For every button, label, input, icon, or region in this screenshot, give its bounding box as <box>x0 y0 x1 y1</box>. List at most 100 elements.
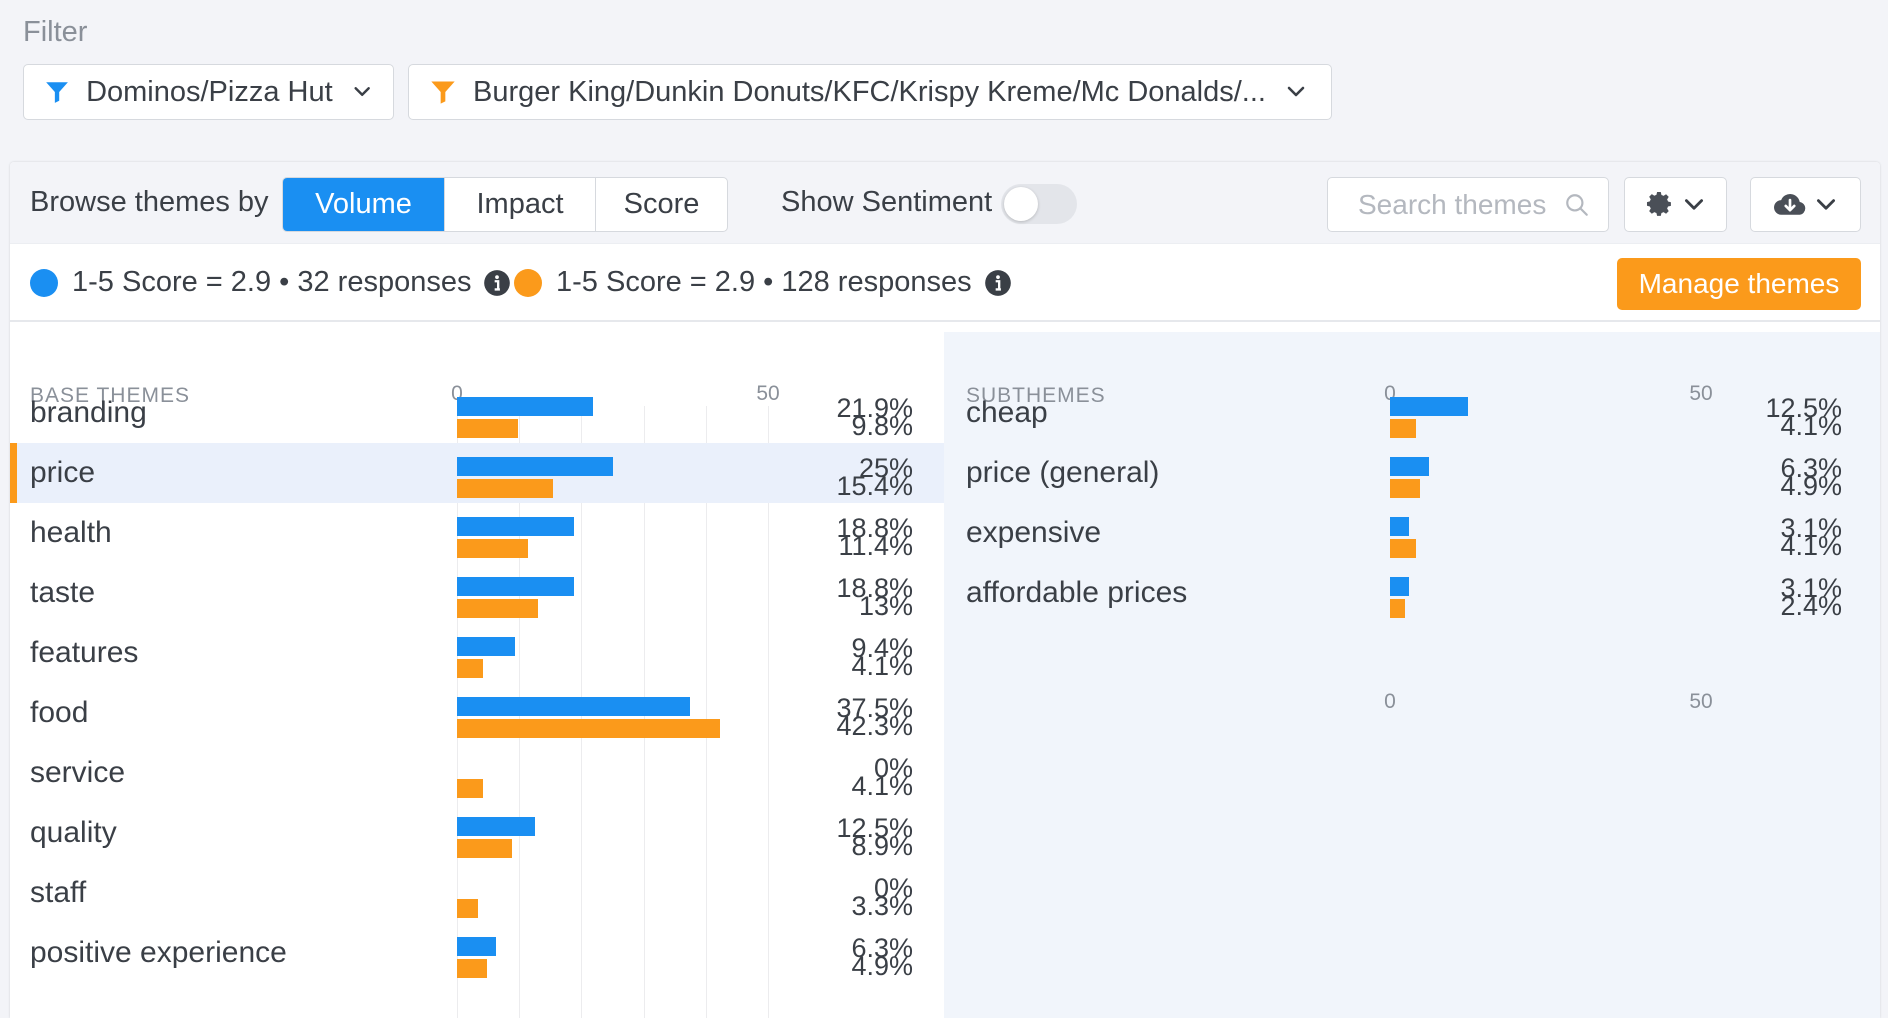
series-2-percent: 4.9% <box>1780 471 1842 501</box>
browse-mode-segmented: Volume Impact Score <box>282 177 728 232</box>
series-1-percent: 6.3% <box>851 933 913 963</box>
download-menu-button[interactable] <box>1750 177 1861 232</box>
series-2-percent: 9.8% <box>851 411 913 441</box>
theme-label: positive experience <box>30 936 287 969</box>
chevron-down-icon <box>1816 198 1835 210</box>
series-1-percent: 6.3% <box>1780 453 1842 483</box>
series-2-bar <box>1390 599 1405 618</box>
theme-label: price <box>30 456 96 489</box>
series-2-bar <box>457 719 721 738</box>
base-themes-header: BASE THEMES <box>30 384 190 407</box>
manage-themes-button[interactable]: Manage themes <box>1617 258 1861 310</box>
info-icon[interactable] <box>483 269 511 297</box>
mode-score-button[interactable]: Score <box>595 178 727 231</box>
chevron-down-icon <box>1287 86 1305 97</box>
series-2-bar <box>457 839 513 858</box>
subtheme-row-cheap[interactable]: cheap <box>944 383 1880 443</box>
chevron-down-icon <box>354 87 370 97</box>
series-1-percent: 37.5% <box>836 693 913 723</box>
browse-label: Browse themes by <box>30 186 269 218</box>
series-2-bar <box>457 659 483 678</box>
filter-label: Filter <box>23 16 88 48</box>
series-1-dot <box>30 268 58 297</box>
show-sentiment-toggle[interactable] <box>1001 184 1077 224</box>
series-1-percent: 3.1% <box>1780 513 1842 543</box>
theme-row-branding[interactable]: branding <box>10 383 944 443</box>
series-1-percent: 3.1% <box>1780 573 1842 603</box>
subtheme-row-price-general-[interactable]: price (general) <box>944 443 1880 503</box>
themes-card: Browse themes by Volume Impact Score Sho… <box>10 162 1880 1018</box>
filter-dropdown-1[interactable]: Dominos/Pizza Hut <box>23 64 394 120</box>
cloud-download-icon <box>1773 193 1805 215</box>
base_themes-gridline <box>768 406 769 1018</box>
mode-volume-button[interactable]: Volume <box>283 178 444 231</box>
subtheme-row-affordable-prices[interactable]: affordable prices <box>944 563 1880 623</box>
gear-icon <box>1646 191 1671 216</box>
filter-dropdown-2[interactable]: Burger King/Dunkin Donuts/KFC/Krispy Kre… <box>408 64 1332 120</box>
subthemes-bottom-axis-tick: 0 <box>1384 690 1396 713</box>
chevron-down-icon <box>1684 198 1703 210</box>
theme-row-quality[interactable]: quality <box>10 803 944 863</box>
info-icon[interactable] <box>984 269 1012 297</box>
base_themes-gridline <box>705 406 707 1018</box>
subtheme-row-expensive[interactable]: expensive <box>944 503 1880 563</box>
series-1-bar <box>457 937 497 956</box>
series-1-percent: 9.4% <box>851 633 913 663</box>
series-2-percent: 42.3% <box>836 711 913 741</box>
series-1-percent: 21.9% <box>836 393 913 423</box>
theme-row-features[interactable]: features <box>10 623 944 683</box>
theme-label: cheap <box>966 396 1048 429</box>
theme-label: quality <box>30 816 117 849</box>
series-1-bar <box>1390 457 1430 476</box>
series-1-bar <box>457 517 574 536</box>
search-themes[interactable] <box>1327 177 1609 232</box>
series-2-percent: 3.3% <box>851 891 913 921</box>
series-2-bar <box>457 539 528 558</box>
legend-series-1: 1-5 Score = 2.9 • 32 responses <box>30 266 511 299</box>
series-2-dot <box>514 268 542 297</box>
series-1-label: 1-5 Score = 2.9 • 32 responses <box>72 266 472 298</box>
filter-area: Filter Dominos/Pizza Hut Burger King/Dun… <box>0 0 1888 146</box>
subthemes-bottom-axis-tick: 50 <box>1689 690 1713 713</box>
series-2-percent: 15.4% <box>836 471 913 501</box>
series-1-bar <box>457 577 574 596</box>
theme-row-positive-experience[interactable]: positive experience <box>10 923 944 983</box>
series-2-percent: 11.4% <box>838 531 913 561</box>
mode-impact-button[interactable]: Impact <box>444 178 595 231</box>
series-2-bar <box>1390 479 1421 498</box>
theme-row-food[interactable]: food <box>10 683 944 743</box>
theme-row-health[interactable]: health <box>10 503 944 563</box>
series-2-percent: 4.1% <box>851 771 913 801</box>
series-2-percent: 4.9% <box>851 951 913 981</box>
search-input[interactable] <box>1358 188 1558 221</box>
theme-row-taste[interactable]: taste <box>10 563 944 623</box>
series-2-bar <box>457 899 478 918</box>
series-2-bar <box>457 419 518 438</box>
funnel-icon <box>46 82 68 103</box>
series-1-percent: 18.8% <box>836 573 913 603</box>
series-2-percent: 13% <box>858 591 913 621</box>
toggle-knob <box>1004 187 1038 221</box>
settings-menu-button[interactable] <box>1624 177 1727 232</box>
base_themes-axis-tick: 50 <box>756 382 780 405</box>
series-2-percent: 4.1% <box>1780 531 1842 561</box>
filter-1-value: Dominos/Pizza Hut <box>86 75 333 108</box>
show-sentiment-label: Show Sentiment <box>781 186 993 218</box>
legend-row: 1-5 Score = 2.9 • 32 responses 1-5 Score… <box>10 244 1880 322</box>
funnel-icon <box>431 81 455 104</box>
series-2-bar <box>1390 539 1416 558</box>
theme-row-staff[interactable]: staff <box>10 863 944 923</box>
series-1-bar <box>1390 517 1410 536</box>
theme-label: features <box>30 636 139 669</box>
series-2-bar <box>1390 419 1416 438</box>
series-2-percent: 4.1% <box>851 651 913 681</box>
series-1-bar <box>457 457 613 476</box>
series-1-percent: 12.5% <box>836 813 913 843</box>
series-1-percent: 0% <box>873 753 913 783</box>
theme-label: service <box>30 756 126 789</box>
series-1-bar <box>1390 577 1410 596</box>
theme-row-service[interactable]: service <box>10 743 944 803</box>
series-1-bar <box>457 397 594 416</box>
subthemes-header: SUBTHEMES <box>966 384 1106 407</box>
theme-label: price (general) <box>966 456 1160 489</box>
